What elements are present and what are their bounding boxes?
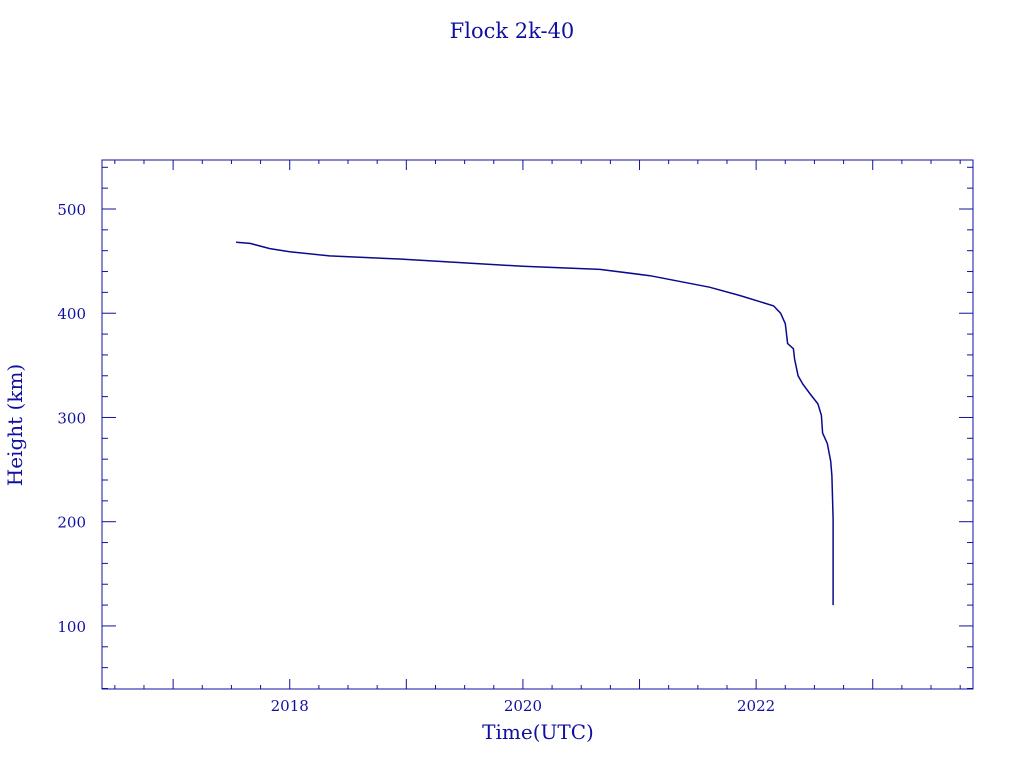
series-line [236,241,834,606]
x-tick-label: 2018 [271,697,309,715]
chart-title: Flock 2k-40 [450,19,575,43]
x-axis-label: Time(UTC) [482,720,594,744]
y-axis-label: Height (km) [3,364,27,486]
plot-frame [101,159,974,690]
y-tick-label: 500 [57,201,86,219]
y-tick-label: 200 [57,514,86,532]
x-tick-label: 2020 [504,697,542,715]
y-tick-label: 300 [57,409,86,427]
y-tick-label: 100 [57,618,86,636]
x-tick-label: 2022 [737,697,775,715]
y-tick-label: 400 [57,305,86,323]
